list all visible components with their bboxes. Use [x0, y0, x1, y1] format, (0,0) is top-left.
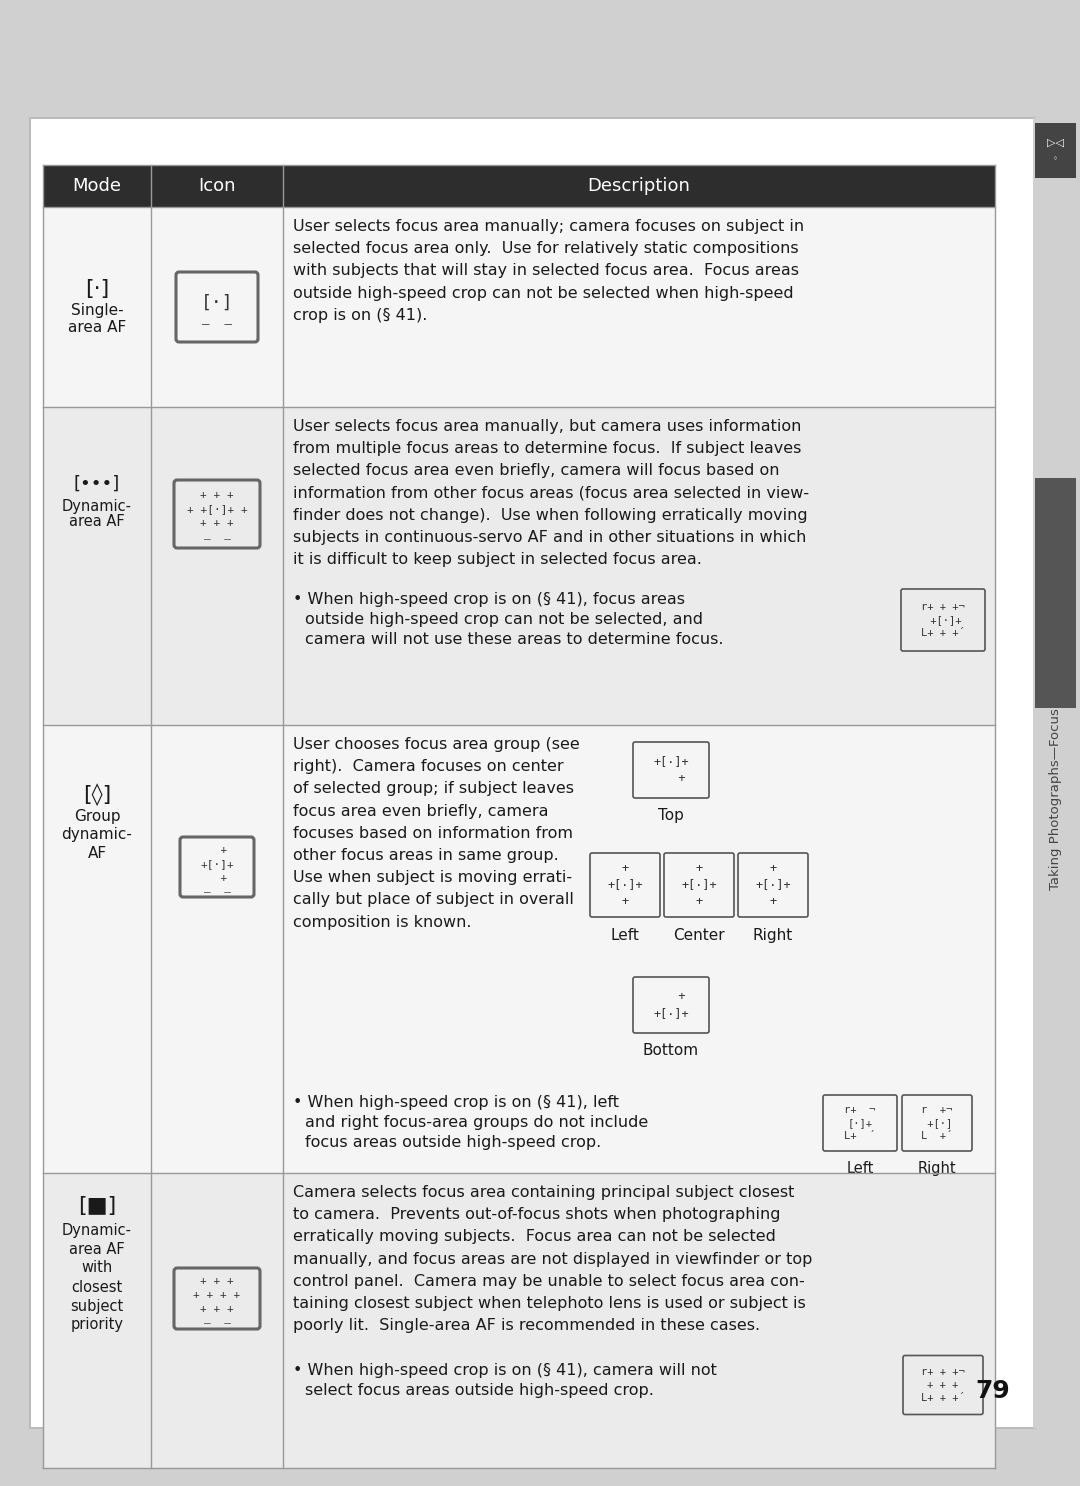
Text: AF: AF — [87, 846, 107, 860]
Text: [■]: [■] — [78, 1196, 117, 1216]
Text: closest: closest — [71, 1279, 123, 1294]
Text: with: with — [81, 1260, 112, 1275]
Text: Camera selects focus area containing principal subject closest
to camera.  Preve: Camera selects focus area containing pri… — [293, 1184, 812, 1333]
Text: dynamic-: dynamic- — [62, 828, 133, 843]
Text: Center: Center — [673, 927, 725, 944]
FancyBboxPatch shape — [180, 837, 254, 898]
Text: Icon: Icon — [199, 177, 235, 195]
Bar — [43, 165, 995, 207]
Text: priority: priority — [70, 1318, 123, 1333]
Text: outside high-speed crop can not be selected, and: outside high-speed crop can not be selec… — [305, 612, 703, 627]
Text: +
+[·]+: + +[·]+ — [653, 990, 689, 1019]
Text: Mode: Mode — [72, 177, 121, 195]
Text: Top: Top — [658, 808, 684, 823]
Text: subject: subject — [70, 1299, 123, 1314]
Text: Dynamic-: Dynamic- — [62, 1223, 132, 1238]
Text: ―  ―: ― ― — [203, 887, 230, 898]
Bar — [43, 725, 995, 1172]
Text: Right: Right — [753, 927, 793, 944]
FancyBboxPatch shape — [174, 480, 260, 548]
Text: r+ + +¬
 +[·]+
L+ + +´: r+ + +¬ +[·]+ L+ + +´ — [921, 602, 964, 637]
Text: User selects focus area manually, but camera uses information
from multiple focu: User selects focus area manually, but ca… — [293, 419, 809, 568]
Text: +
+[·]+
+: + +[·]+ + — [681, 862, 717, 908]
Text: and right focus-area groups do not include: and right focus-area groups do not inclu… — [305, 1114, 648, 1129]
Text: ◦: ◦ — [1053, 155, 1058, 163]
Text: + + +
+ +[·]+ +
+ + +: + + + + +[·]+ + + + + — [187, 490, 247, 528]
Text: r  +¬
 +[·]
L  +´: r +¬ +[·] L +´ — [921, 1106, 953, 1141]
Text: r+ + +¬
+ + +
L+ + +´: r+ + +¬ + + + L+ + +´ — [921, 1367, 964, 1403]
Text: ▷◁: ▷◁ — [1047, 138, 1064, 147]
FancyBboxPatch shape — [633, 976, 708, 1033]
Text: User chooses focus area group (see
right).  Camera focuses on center
of selected: User chooses focus area group (see right… — [293, 737, 580, 930]
Text: +
+[·]+
+: + +[·]+ + — [755, 862, 791, 908]
FancyBboxPatch shape — [823, 1095, 897, 1152]
Text: focus areas outside high-speed crop.: focus areas outside high-speed crop. — [305, 1135, 602, 1150]
Text: Group: Group — [73, 810, 120, 825]
Text: [•••]: [•••] — [73, 476, 120, 493]
FancyBboxPatch shape — [903, 1355, 983, 1415]
FancyBboxPatch shape — [738, 853, 808, 917]
FancyBboxPatch shape — [664, 853, 734, 917]
Text: Left: Left — [847, 1161, 874, 1175]
Text: area AF: area AF — [69, 1241, 125, 1257]
Text: Dynamic-: Dynamic- — [62, 498, 132, 514]
Bar — [43, 207, 995, 407]
Text: • When high-speed crop is on (§ 41), focus areas: • When high-speed crop is on (§ 41), foc… — [293, 591, 685, 606]
Bar — [1035, 478, 1076, 707]
Text: Left: Left — [610, 927, 639, 944]
FancyBboxPatch shape — [590, 853, 660, 917]
Bar — [1035, 123, 1076, 178]
FancyBboxPatch shape — [176, 272, 258, 342]
Text: Right: Right — [918, 1161, 956, 1175]
Bar — [30, 117, 1035, 1428]
Text: +
+[·]+
  +: + +[·]+ + — [200, 846, 234, 883]
FancyBboxPatch shape — [902, 1095, 972, 1152]
Text: +
+[·]+
+: + +[·]+ + — [607, 862, 643, 908]
Text: User selects focus area manually; camera focuses on subject in
selected focus ar: User selects focus area manually; camera… — [293, 218, 805, 322]
FancyBboxPatch shape — [174, 1268, 260, 1328]
Text: area AF: area AF — [69, 514, 125, 529]
Text: Bottom: Bottom — [643, 1043, 699, 1058]
Text: • When high-speed crop is on (§ 41), left: • When high-speed crop is on (§ 41), lef… — [293, 1095, 619, 1110]
Bar — [1032, 117, 1078, 1428]
Text: r+  ¬
[·]+
L+  ´: r+ ¬ [·]+ L+ ´ — [845, 1106, 876, 1141]
Text: • When high-speed crop is on (§ 41), camera will not: • When high-speed crop is on (§ 41), cam… — [293, 1363, 717, 1378]
Text: ―  ―: ― ― — [203, 533, 230, 544]
Text: select focus areas outside high-speed crop.: select focus areas outside high-speed cr… — [305, 1383, 653, 1398]
Bar — [43, 407, 995, 725]
Text: camera will not use these areas to determine focus.: camera will not use these areas to deter… — [305, 632, 724, 646]
Bar — [43, 1172, 995, 1468]
Text: Single-: Single- — [70, 303, 123, 318]
Text: Taking Photographs—Focus: Taking Photographs—Focus — [1049, 709, 1062, 890]
Text: +[·]+
   +: +[·]+ + — [653, 755, 689, 785]
FancyBboxPatch shape — [633, 742, 708, 798]
Text: Description: Description — [588, 177, 690, 195]
FancyBboxPatch shape — [901, 588, 985, 651]
Text: 79: 79 — [975, 1379, 1010, 1403]
Text: + + +
+ + + +
+ + +: + + + + + + + + + + — [193, 1276, 241, 1314]
Text: [·]: [·] — [85, 279, 109, 299]
Text: ―  ―: ― ― — [203, 1318, 230, 1328]
Text: [·]: [·] — [201, 294, 233, 312]
Text: [◊]: [◊] — [83, 783, 111, 807]
Text: area AF: area AF — [68, 319, 126, 334]
Text: ―  ―: ― ― — [202, 318, 232, 331]
